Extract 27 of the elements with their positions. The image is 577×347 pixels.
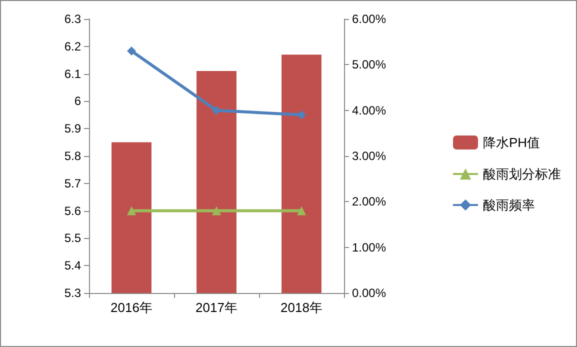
x-tick-label: 2016年 xyxy=(110,300,152,315)
y2-tick-label: 4.00% xyxy=(352,103,386,118)
y2-tick-label: 2.00% xyxy=(352,194,386,209)
y-tick-label: 5.9 xyxy=(64,122,82,136)
point xyxy=(297,110,306,120)
y2-tick-label: 3.00% xyxy=(352,149,386,163)
legend-label: 酸雨划分标准 xyxy=(483,166,561,182)
y2-tick-label: 6.00% xyxy=(352,12,386,26)
x-tick-label: 2018年 xyxy=(280,300,322,315)
point xyxy=(212,106,221,115)
y-tick-label: 5.6 xyxy=(64,204,82,218)
y-tick-label: 5.4 xyxy=(64,258,82,273)
y-tick-label: 5.7 xyxy=(64,176,82,190)
y-tick-label: 5.5 xyxy=(64,231,82,246)
y2-tick-label: 0.00% xyxy=(352,286,386,300)
y-tick-label: 6 xyxy=(74,94,82,108)
y-tick-label: 5.3 xyxy=(64,286,82,300)
y-tick-label: 6.3 xyxy=(64,12,82,26)
y-tick-label: 6.1 xyxy=(64,66,82,81)
x-tick-label: 2017年 xyxy=(196,300,238,315)
y2-tick-label: 1.00% xyxy=(352,240,386,254)
y-tick-label: 5.8 xyxy=(64,149,82,163)
legend-label: 降水PH值 xyxy=(483,135,540,150)
y-tick-label: 6.2 xyxy=(64,39,82,54)
y2-tick-label: 5.00% xyxy=(352,58,386,72)
point xyxy=(127,46,136,56)
legend-label: 酸雨频率 xyxy=(483,198,535,212)
